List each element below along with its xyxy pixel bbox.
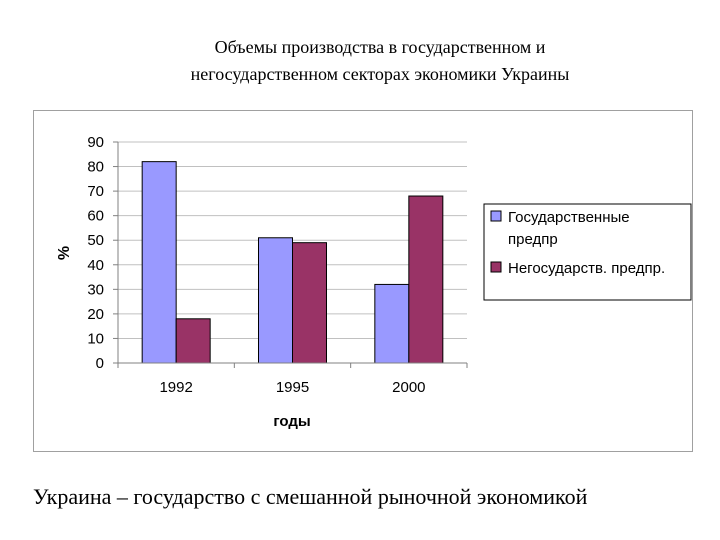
bar-gov-1995 [258,237,293,364]
y-tick-label: 40 [87,257,104,274]
y-tick-label: 30 [87,281,104,298]
chart-title-line-2: негосударственном секторах экономики Укр… [190,64,570,84]
legend-label-nongov: Негосударств. предпр. [508,260,665,277]
legend-swatch-gov [490,210,502,222]
legend-label-gov-line-1: Государственные [508,209,630,226]
bar-gov-2000 [374,283,410,364]
labels-layer: 0 10 20 30 40 50 60 70 80 90 1992 1995 2000 [87,134,425,396]
legend-box [483,203,692,301]
axis-layer [113,141,468,368]
y-tick-label: 20 [87,306,104,323]
y-tick-label: 60 [87,208,104,225]
bars-layer [141,161,444,364]
x-tick-label: 1992 [159,379,192,396]
bar-nongov-1992 [175,318,211,364]
y-tick-label: 50 [87,232,104,249]
bar-gov-1992 [141,161,177,364]
y-tick-label: 10 [87,330,104,347]
y-tick-label: 70 [87,183,104,200]
chart-title-line-1: Объемы производства в государственном и [214,37,546,57]
y-tick-label: 80 [87,159,104,176]
legend-label-gov-line-2: предпр [508,231,558,248]
y-tick-label: 0 [96,355,104,372]
bar-nongov-2000 [408,195,444,364]
legend: Государственные предпр Негосударств. пре… [483,203,692,301]
y-tick-label: 90 [87,134,104,151]
x-axis-title: годы [273,413,310,430]
x-tick-label: 1995 [276,379,309,396]
slide-caption: Украина – государство с смешанной рыночн… [33,484,588,509]
legend-swatch-nongov [490,261,502,273]
x-tick-label: 2000 [392,379,425,396]
chart-title: Объемы производства в государственном и … [0,34,720,88]
bar-nongov-1995 [292,242,327,364]
y-axis-title: % [56,246,73,260]
